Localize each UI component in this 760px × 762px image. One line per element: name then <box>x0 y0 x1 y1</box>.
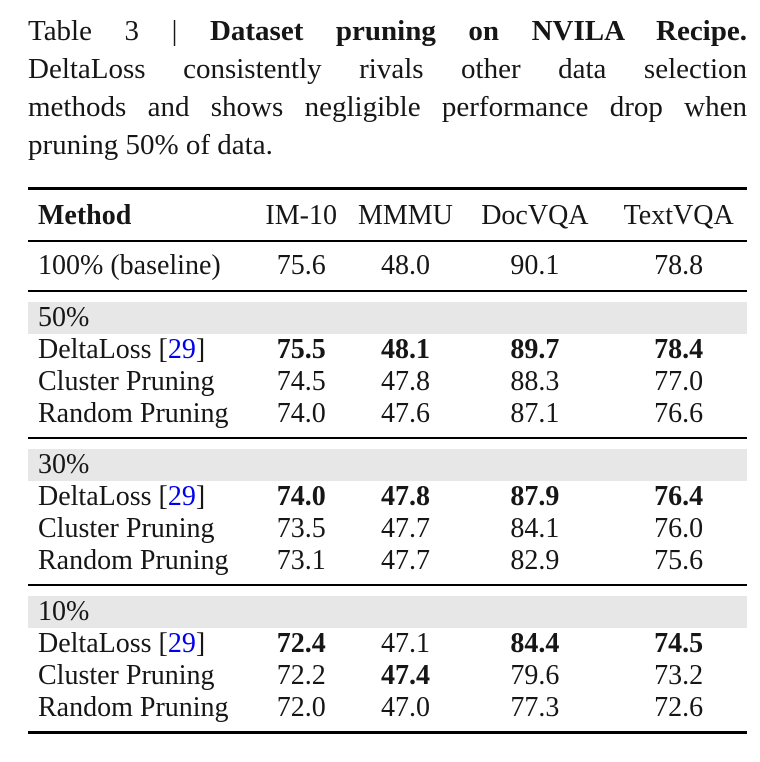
caption-line-2: DeltaLoss consistently rivals other data… <box>28 53 747 85</box>
score-cell: 72.2 <box>276 660 326 691</box>
score-cell: 88.3 <box>510 366 560 397</box>
citation-bracket: [ <box>158 628 168 659</box>
table-row-deltaloss: DeltaLoss [29] 74.0 47.8 87.9 76.4 <box>28 481 747 513</box>
table-row-random: Random Pruning 72.0 47.0 77.3 72.6 <box>28 692 747 733</box>
score-cell: 75.6 <box>276 250 326 281</box>
score-cell: 78.8 <box>654 250 704 281</box>
score-cell: 47.7 <box>380 513 430 544</box>
spacer-row <box>28 291 747 302</box>
table-row-baseline: 100% (baseline) 75.6 48.0 90.1 78.8 <box>28 241 747 291</box>
table-row-random: Random Pruning 73.1 47.7 82.9 75.6 <box>28 545 747 585</box>
results-table: Method IM-10 MMMU DocVQA TextVQA 100% (b… <box>28 187 747 734</box>
score-cell: 75.6 <box>654 545 704 576</box>
citation-bracket: ] <box>195 334 206 365</box>
score-cell: 72.0 <box>276 692 326 723</box>
score-cell: 47.1 <box>380 628 430 659</box>
method-cell: Cluster Pruning <box>38 366 215 397</box>
score-cell: 76.4 <box>654 481 704 512</box>
score-cell: 87.9 <box>510 481 560 512</box>
citation-link[interactable]: 29 <box>167 481 196 512</box>
col-header-method: Method <box>38 200 132 231</box>
method-cell: Random Pruning <box>38 545 229 576</box>
method-cell: 100% (baseline) <box>38 250 221 281</box>
table-row-cluster: Cluster Pruning 73.5 47.7 84.1 76.0 <box>28 513 747 545</box>
table-caption: Table 3 | Dataset pruning on NVILA Recip… <box>28 12 747 164</box>
caption-line-3: methods and shows negligible performance… <box>28 91 747 123</box>
table-row-deltaloss: DeltaLoss [29] 75.5 48.1 89.7 78.4 <box>28 334 747 366</box>
score-cell: 76.0 <box>654 513 704 544</box>
citation-bracket: ] <box>195 628 206 659</box>
caption-title: Dataset pruning on NVILA Recipe. <box>209 15 747 47</box>
header-row: Method IM-10 MMMU DocVQA TextVQA <box>28 189 747 242</box>
method-cell: Cluster Pruning <box>38 513 215 544</box>
section-10: 10% DeltaLoss [29] 72.4 47.1 84.4 74.5 C… <box>28 585 747 733</box>
score-cell: 48.0 <box>380 250 430 281</box>
score-cell: 74.5 <box>654 628 704 659</box>
score-cell: 74.5 <box>276 366 326 397</box>
table-header: Method IM-10 MMMU DocVQA TextVQA <box>28 189 747 242</box>
score-cell: 76.6 <box>654 398 704 429</box>
score-cell: 87.1 <box>510 398 560 429</box>
score-cell: 75.5 <box>276 334 326 365</box>
section-band-row: 30% <box>28 449 747 481</box>
citation-link[interactable]: 29 <box>167 334 196 365</box>
spacer-row <box>28 438 747 449</box>
col-header-textvqa: TextVQA <box>623 200 734 231</box>
score-cell: 47.0 <box>380 692 430 723</box>
baseline-block: 100% (baseline) 75.6 48.0 90.1 78.8 <box>28 241 747 291</box>
col-header-im10: IM-10 <box>265 200 337 231</box>
score-cell: 79.6 <box>510 660 560 691</box>
score-cell: 73.5 <box>276 513 326 544</box>
score-cell: 73.1 <box>276 545 326 576</box>
section-label-30: 30% <box>28 449 747 481</box>
score-cell: 47.8 <box>380 481 430 512</box>
section-label-10: 10% <box>28 596 747 628</box>
score-cell: 72.6 <box>654 692 704 723</box>
section-band-row: 10% <box>28 596 747 628</box>
section-band-row: 50% <box>28 302 747 334</box>
score-cell: 72.4 <box>276 628 326 659</box>
spacer-row <box>28 585 747 596</box>
table-row-random: Random Pruning 74.0 47.6 87.1 76.6 <box>28 398 747 438</box>
score-cell: 47.6 <box>380 398 430 429</box>
score-cell: 48.1 <box>380 334 430 365</box>
score-cell: 47.8 <box>380 366 430 397</box>
score-cell: 84.4 <box>510 628 560 659</box>
table-row-cluster: Cluster Pruning 72.2 47.4 79.6 73.2 <box>28 660 747 692</box>
method-cell: DeltaLoss [29] <box>38 628 206 659</box>
score-cell: 89.7 <box>510 334 560 365</box>
method-cell: DeltaLoss [29] <box>38 481 206 512</box>
score-cell: 74.0 <box>276 481 326 512</box>
score-cell: 82.9 <box>510 545 560 576</box>
score-cell: 73.2 <box>654 660 704 691</box>
score-cell: 77.0 <box>654 366 704 397</box>
score-cell: 90.1 <box>510 250 560 281</box>
table-row-deltaloss: DeltaLoss [29] 72.4 47.1 84.4 74.5 <box>28 628 747 660</box>
caption-line-4: pruning 50% of data. <box>28 129 273 161</box>
method-cell: DeltaLoss [29] <box>38 334 206 365</box>
section-30: 30% DeltaLoss [29] 74.0 47.8 87.9 76.4 C… <box>28 438 747 585</box>
score-cell: 47.7 <box>380 545 430 576</box>
col-header-docvqa: DocVQA <box>481 200 589 231</box>
col-header-mmmu: MMMU <box>357 200 453 231</box>
table-row-cluster: Cluster Pruning 74.5 47.8 88.3 77.0 <box>28 366 747 398</box>
method-cell: Random Pruning <box>38 398 229 429</box>
citation-bracket: [ <box>158 334 168 365</box>
caption-label: Table 3 | <box>28 15 210 47</box>
method-cell: Cluster Pruning <box>38 660 215 691</box>
caption-line-1: Table 3 | Dataset pruning on NVILA Recip… <box>28 12 747 50</box>
citation-bracket: ] <box>195 481 206 512</box>
section-label-50: 50% <box>28 302 747 334</box>
paper-table-page: Table 3 | Dataset pruning on NVILA Recip… <box>28 12 747 734</box>
score-cell: 74.0 <box>276 398 326 429</box>
score-cell: 78.4 <box>654 334 704 365</box>
citation-bracket: [ <box>158 481 168 512</box>
section-50: 50% DeltaLoss [29] 75.5 48.1 89.7 78.4 C… <box>28 291 747 438</box>
score-cell: 47.4 <box>380 660 430 691</box>
method-cell: Random Pruning <box>38 692 229 723</box>
score-cell: 84.1 <box>510 513 560 544</box>
citation-link[interactable]: 29 <box>167 628 196 659</box>
score-cell: 77.3 <box>510 692 560 723</box>
